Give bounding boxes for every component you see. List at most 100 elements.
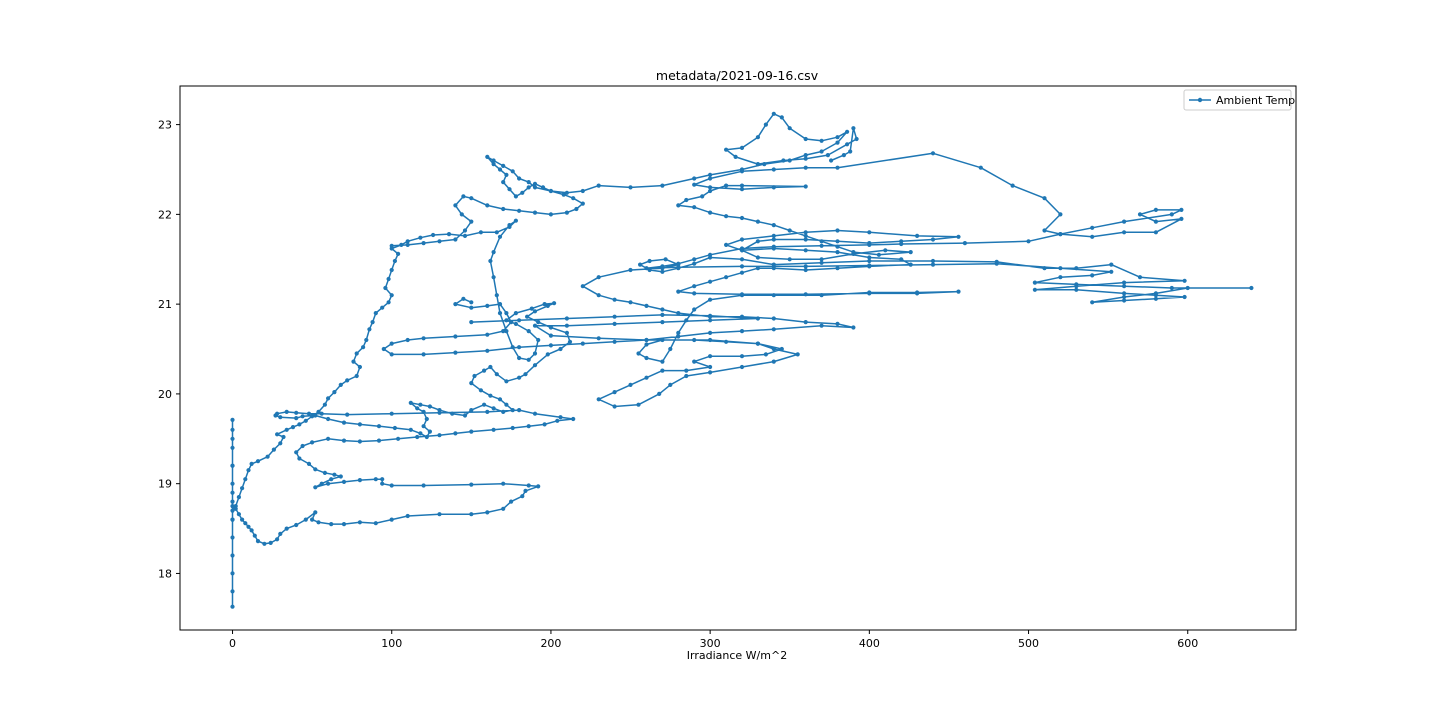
data-point	[469, 512, 474, 517]
legend-point-marker	[1197, 97, 1203, 103]
data-point	[771, 167, 776, 172]
data-point	[310, 517, 315, 522]
data-point	[230, 499, 235, 504]
data-point	[771, 293, 776, 298]
data-point	[1122, 230, 1127, 235]
data-point	[405, 242, 410, 247]
data-point	[803, 264, 808, 269]
data-point	[580, 201, 585, 206]
data-point	[739, 354, 745, 359]
data-point	[803, 320, 808, 325]
data-point	[803, 292, 808, 297]
data-point	[536, 337, 541, 343]
data-point	[848, 149, 853, 154]
data-point	[249, 461, 254, 466]
data-point	[453, 334, 458, 339]
data-point	[755, 316, 761, 321]
data-point	[692, 307, 697, 312]
data-point	[240, 486, 245, 491]
data-point	[676, 289, 681, 294]
data-point	[396, 436, 401, 441]
data-point	[1032, 280, 1037, 285]
y-tick-label: 23	[158, 119, 172, 132]
data-point	[755, 239, 761, 244]
data-point	[469, 320, 474, 325]
data-point	[408, 400, 413, 405]
data-point	[536, 484, 541, 489]
data-point	[504, 329, 509, 334]
data-point	[819, 243, 824, 248]
x-tick-label: 200	[540, 637, 561, 650]
data-point	[485, 510, 490, 515]
data-point	[517, 375, 522, 380]
data-point	[482, 368, 487, 373]
data-point	[513, 311, 519, 316]
data-point	[724, 183, 729, 188]
data-point	[1249, 285, 1254, 291]
data-point	[278, 441, 283, 446]
data-point	[1185, 285, 1190, 291]
data-point	[1122, 280, 1127, 285]
data-point	[389, 411, 394, 416]
data-point	[819, 260, 824, 265]
data-point	[461, 194, 466, 199]
data-point	[1122, 219, 1127, 224]
data-point	[660, 307, 665, 312]
data-point	[1074, 266, 1079, 271]
data-point	[867, 242, 872, 247]
data-point	[389, 293, 394, 298]
data-point	[644, 266, 649, 271]
x-tick-label: 300	[700, 637, 721, 650]
data-point	[437, 433, 442, 438]
data-point	[1010, 183, 1015, 188]
data-point	[446, 232, 452, 237]
data-point	[361, 345, 366, 350]
data-point	[405, 513, 410, 519]
data-point	[724, 242, 729, 247]
data-point	[461, 296, 466, 301]
data-point	[755, 135, 761, 140]
data-point	[386, 276, 391, 282]
data-point	[491, 162, 496, 167]
data-point	[755, 255, 761, 260]
data-point	[230, 553, 235, 558]
data-point	[708, 330, 713, 335]
data-point	[708, 172, 713, 177]
data-point	[230, 571, 235, 576]
data-point	[526, 357, 531, 362]
data-point	[819, 257, 824, 262]
data-point	[596, 336, 601, 341]
data-point	[908, 262, 913, 267]
data-point	[230, 504, 235, 509]
data-point	[303, 517, 308, 522]
data-point	[558, 346, 563, 352]
data-point	[564, 330, 570, 335]
data-point	[281, 434, 286, 440]
data-point	[1074, 287, 1079, 292]
data-point	[230, 589, 235, 594]
data-point	[249, 528, 254, 533]
y-tick-label: 22	[158, 208, 172, 221]
data-point	[262, 541, 267, 546]
series-layer	[230, 111, 1254, 609]
data-point	[915, 233, 920, 238]
x-tick-label: 600	[1177, 637, 1198, 650]
data-point	[230, 427, 235, 432]
data-point	[647, 258, 652, 264]
data-point	[739, 187, 745, 192]
data-point	[532, 323, 538, 328]
data-point	[255, 459, 261, 464]
data-point	[564, 316, 570, 321]
data-point	[899, 257, 904, 262]
data-point	[771, 233, 776, 238]
data-point	[908, 250, 913, 255]
data-point	[708, 354, 713, 359]
data-point	[545, 303, 550, 308]
data-point	[851, 250, 856, 255]
data-point	[389, 267, 394, 273]
data-point	[532, 210, 538, 215]
data-point	[1179, 216, 1184, 221]
data-point	[497, 397, 503, 402]
data-point	[294, 450, 299, 455]
